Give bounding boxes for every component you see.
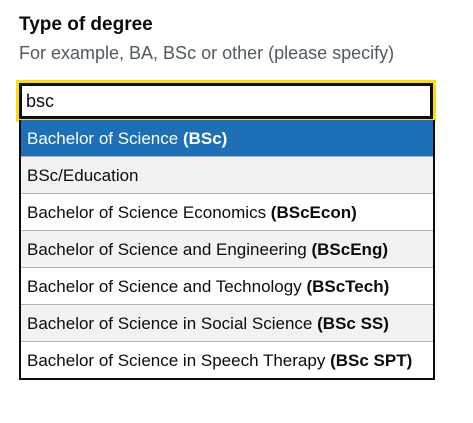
suggestion-name: Bachelor of Science in Social Science <box>27 314 313 333</box>
suggestion-option[interactable]: Bachelor of Science in Social Science (B… <box>21 305 433 342</box>
autocomplete-suggestions-list: Bachelor of Science (BSc) BSc/Education Ba… <box>19 120 435 380</box>
suggestion-option[interactable]: Bachelor of Science in Speech Therapy (B… <box>21 342 433 378</box>
suggestion-option[interactable]: BSc/Education <box>21 157 433 194</box>
suggestion-option[interactable]: Bachelor of Science and Technology (BScT… <box>21 268 433 305</box>
suggestion-abbreviation: (BScEng) <box>311 240 388 259</box>
suggestion-name: Bachelor of Science <box>27 129 179 148</box>
suggestion-abbreviation: (BSc SPT) <box>330 351 413 370</box>
suggestion-name: Bachelor of Science and Technology <box>27 277 302 296</box>
suggestion-abbreviation: (BScEcon) <box>270 203 357 222</box>
suggestion-name: BSc/Education <box>27 166 139 185</box>
suggestion-abbreviation: (BSc) <box>182 129 228 148</box>
input-focus-ring <box>16 80 436 122</box>
suggestion-option[interactable]: Bachelor of Science and Engineering (BSc… <box>21 231 433 268</box>
degree-autocomplete-input[interactable] <box>19 83 433 119</box>
suggestion-option[interactable]: Bachelor of Science (BSc) <box>21 120 433 157</box>
suggestion-name: Bachelor of Science Economics <box>27 203 267 222</box>
degree-type-label: Type of degree <box>19 14 153 35</box>
suggestion-abbreviation: (BSc SS) <box>317 314 389 333</box>
suggestion-abbreviation: (BScTech) <box>306 277 390 296</box>
degree-type-hint: For example, BA, BSc or other (please sp… <box>19 43 395 63</box>
suggestion-option[interactable]: Bachelor of Science Economics (BScEcon) <box>21 194 433 231</box>
suggestion-name: Bachelor of Science and Engineering <box>27 240 307 259</box>
suggestion-name: Bachelor of Science in Speech Therapy <box>27 351 326 370</box>
degree-form-group: Type of degree For example, BA, BSc or o… <box>16 12 439 380</box>
